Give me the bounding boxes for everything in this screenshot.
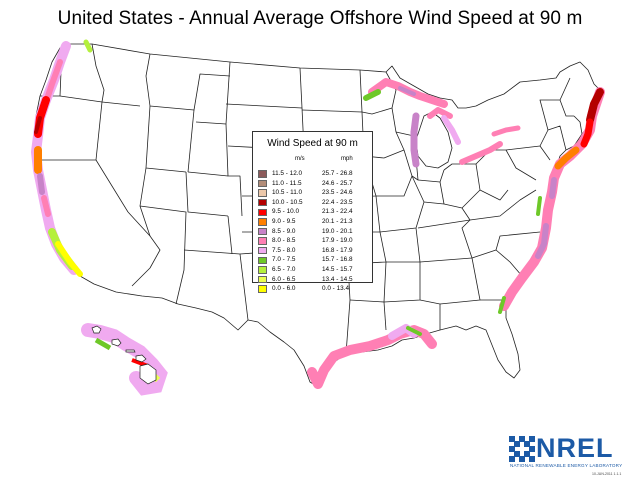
legend-row: 9.0 - 9.5 20.1 - 21.3 <box>258 217 370 227</box>
legend-row: 8.0 - 8.5 17.9 - 19.0 <box>258 236 370 246</box>
map-title: United States - Annual Average Offshore … <box>57 8 583 29</box>
legend-ms-range: 8.5 - 9.0 <box>272 227 296 235</box>
molokai-island <box>125 349 136 353</box>
legend-swatch <box>258 246 267 255</box>
legend: Wind Speed at 90 m m/s mph 11.5 - 12.0 25… <box>252 131 373 293</box>
nrel-logo-subtitle: NATIONAL RENEWABLE ENERGY LABORATORY <box>510 463 623 468</box>
legend-ms-range: 9.5 - 10.0 <box>272 208 300 216</box>
legend-mph-range: 25.7 - 26.8 <box>322 170 353 177</box>
offshore-wind-bands <box>31 39 605 389</box>
legend-ms-range: 7.0 - 7.5 <box>272 256 296 264</box>
legend-ms-range: 11.0 - 11.5 <box>272 179 302 187</box>
hawaii-band <box>81 323 168 396</box>
legend-ms-range: 7.5 - 8.0 <box>272 246 296 254</box>
legend-title: Wind Speed at 90 m <box>267 138 358 149</box>
legend-row: 7.5 - 8.0 16.8 - 17.9 <box>258 246 370 256</box>
legend-ms-range: 9.0 - 9.5 <box>272 217 296 225</box>
legend-unit-ms: m/s <box>295 156 305 162</box>
lake-huron-band <box>441 115 461 145</box>
legend-swatch <box>258 198 267 207</box>
legend-mph-range: 13.4 - 14.5 <box>322 275 353 283</box>
legend-row: 7.0 - 7.5 15.7 - 16.8 <box>258 255 370 265</box>
legend-mph-range: 0.0 - 13.4 <box>322 285 350 293</box>
nrel-logo: NREL NATIONAL RENEWABLE ENERGY LABORATOR… <box>508 433 628 473</box>
big-island <box>139 363 157 385</box>
legend-mph-range: 14.5 - 15.7 <box>322 265 353 273</box>
legend-row: 0.0 - 6.0 0.0 - 13.4 <box>258 284 370 294</box>
legend-ms-range: 6.0 - 6.5 <box>272 275 296 283</box>
legend-row: 8.5 - 9.0 19.0 - 20.1 <box>258 227 370 237</box>
legend-ms-range: 6.5 - 7.0 <box>272 265 296 273</box>
legend-row: 10.5 - 11.0 23.5 - 24.6 <box>258 188 370 198</box>
legend-swatch <box>258 189 267 197</box>
kauai-island <box>91 325 102 334</box>
legend-mph-range: 21.3 - 22.4 <box>322 208 353 216</box>
lake-erie-band <box>459 141 503 165</box>
legend-ms-range: 11.5 - 12.0 <box>272 170 303 177</box>
lake-ontario-band <box>491 125 521 137</box>
legend-mph-range: 22.4 - 23.5 <box>322 198 353 206</box>
legend-ms-range: 0.0 - 6.0 <box>272 285 296 293</box>
legend-mph-range: 17.9 - 19.0 <box>322 237 353 245</box>
legend-swatch <box>258 256 267 264</box>
legend-row: 6.0 - 6.5 13.4 - 14.5 <box>258 275 370 285</box>
interior-state-lines <box>40 43 583 355</box>
legend-ms-range: 8.0 - 8.5 <box>272 237 296 245</box>
legend-ms-range: 10.0 - 10.5 <box>272 198 303 206</box>
legend-swatch <box>258 285 267 293</box>
nrel-logo-text: NREL <box>536 433 614 463</box>
nrel-grid-icon <box>509 436 535 462</box>
legend-mph-range: 16.8 - 17.9 <box>322 246 353 254</box>
legend-mph-range: 24.6 - 25.7 <box>322 179 353 187</box>
legend-row: 10.0 - 10.5 22.4 - 23.5 <box>258 198 370 208</box>
legend-mph-range: 15.7 - 16.8 <box>322 256 353 264</box>
legend-row: 6.5 - 7.0 14.5 - 15.7 <box>258 265 370 275</box>
maui-island <box>135 354 147 363</box>
legend-mph-range: 20.1 - 21.3 <box>322 217 353 225</box>
legend-swatch <box>258 208 267 216</box>
legend-row: 9.5 - 10.0 21.3 - 22.4 <box>258 207 370 217</box>
document-id: 10-JUN-2011 1.1.1 <box>592 472 622 476</box>
legend-swatch <box>258 227 267 236</box>
legend-swatch <box>258 266 267 274</box>
legend-row: 11.5 - 12.0 25.7 - 26.8 <box>258 169 370 179</box>
hawaii-islands <box>81 323 168 396</box>
legend-swatch <box>258 218 267 226</box>
legend-swatch <box>258 179 267 188</box>
legend-rows: 11.5 - 12.0 25.7 - 26.8 11.0 - 11.5 24.6 - … <box>258 169 370 294</box>
lake-michigan-band <box>410 112 420 168</box>
legend-ms-range: 10.5 - 11.0 <box>272 189 303 197</box>
legend-unit-mph: mph <box>341 156 353 162</box>
legend-mph-range: 23.5 - 24.6 <box>322 189 353 197</box>
legend-swatch <box>258 275 267 284</box>
oahu-island <box>111 338 122 347</box>
legend-swatch <box>258 237 267 245</box>
legend-mph-range: 19.0 - 20.1 <box>322 227 353 235</box>
legend-swatch <box>258 170 267 178</box>
legend-row: 11.0 - 11.5 24.6 - 25.7 <box>258 179 370 189</box>
